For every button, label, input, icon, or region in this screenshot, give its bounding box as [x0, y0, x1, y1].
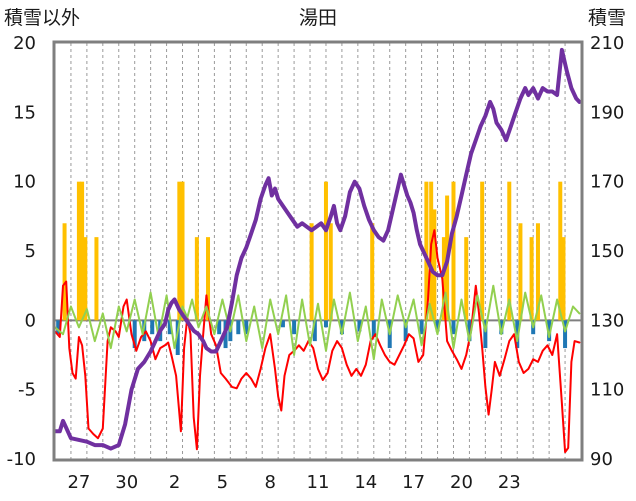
negative_bars-bar — [515, 320, 520, 349]
left-tick-label: -5 — [18, 380, 36, 401]
tick-labels: 20 15 10 5 0 -5 -10 210 190 170 150 130 110 90 27 30 2 5 8… — [7, 33, 625, 493]
precip_bars-bar — [432, 209, 437, 321]
negative_bars-bar — [419, 320, 424, 335]
precip_bars-bar — [424, 181, 429, 321]
negative_bars-bar — [236, 320, 241, 335]
x-tick-label: 17 — [402, 472, 425, 493]
negative_bars-bar — [132, 320, 137, 349]
precip_bars-bar — [177, 181, 182, 321]
snow_depth-line — [53, 47, 582, 451]
x-tick-label: 5 — [217, 472, 228, 493]
precip_bars-bar — [180, 181, 185, 321]
left-tick-label: 15 — [13, 102, 36, 123]
precip_bars-bar — [323, 181, 328, 321]
negative_bars-bar — [175, 320, 180, 355]
precip_bars-bar — [309, 223, 314, 321]
left-tick-label: 5 — [25, 241, 36, 262]
negative_bars-bar — [483, 320, 488, 349]
precip_bars-bar — [80, 181, 85, 321]
negative_bars-bar — [357, 320, 362, 332]
precip_bars-bar — [529, 237, 534, 321]
x-tick-label: 27 — [67, 472, 90, 493]
plot-frame — [52, 40, 584, 462]
right-tick-label: 150 — [590, 241, 624, 262]
precip_bars-bar — [535, 223, 540, 321]
negative_bars-bar — [312, 320, 317, 342]
precip_bars-bar — [328, 223, 333, 321]
right-tick-label: 190 — [590, 102, 624, 123]
x-tick-label: 20 — [450, 472, 473, 493]
negative_bars-bar — [435, 320, 440, 332]
left-tick-label: 20 — [13, 33, 36, 54]
negative_bars-bar — [292, 320, 297, 335]
right-tick-label: 170 — [590, 172, 624, 193]
negative_bars-bar — [244, 320, 249, 335]
bars-layer — [56, 181, 568, 355]
negative_bars-bar — [323, 320, 328, 328]
precip_bars-bar — [194, 237, 199, 321]
left-axis-title: 積雪以外 — [4, 7, 80, 29]
precip_bars-bar — [561, 237, 566, 321]
precip_bars-bar — [558, 181, 563, 321]
right-axis-title: 積雪 — [588, 7, 626, 29]
negative_bars-bar — [150, 320, 155, 335]
negative_bars-bar — [547, 320, 552, 342]
x-tick-label: 30 — [115, 472, 138, 493]
temperature-line — [54, 229, 581, 454]
left-tick-label: 10 — [13, 172, 36, 193]
precip_bars-bar — [83, 237, 88, 321]
precip_bars-bar — [206, 237, 211, 321]
x-tick-label: 2 — [169, 472, 180, 493]
x-tick-label: 8 — [264, 472, 275, 493]
precip_bars-bar — [518, 223, 523, 321]
series-lines — [53, 47, 582, 454]
right-tick-label: 130 — [590, 310, 624, 331]
precip_bars-bar — [507, 181, 512, 321]
x-tick-label: 23 — [498, 472, 521, 493]
negative_bars-bar — [499, 320, 504, 335]
chart-title: 湯田 — [299, 7, 337, 29]
left-tick-label: 0 — [25, 310, 36, 331]
precip_bars-bar — [62, 223, 67, 321]
negative_bars-bar — [280, 320, 285, 328]
right-tick-label: 210 — [590, 33, 624, 54]
right-tick-label: 90 — [590, 449, 613, 470]
right-tick-label: 110 — [590, 380, 624, 401]
precip_bars-bar — [480, 181, 485, 321]
negative_bars-bar — [563, 320, 568, 349]
left-tick-label: -10 — [7, 449, 36, 470]
negative_bars-bar — [56, 320, 61, 335]
negative_bars-bar — [339, 320, 344, 335]
x-tick-label: 14 — [354, 472, 377, 493]
negative_bars-bar — [217, 320, 222, 335]
precip_bars-bar — [370, 223, 375, 321]
precip_bars-bar — [441, 237, 446, 321]
negative_bars-bar — [467, 320, 472, 342]
precip_bars-bar — [451, 181, 456, 321]
precip_bars-bar — [464, 237, 469, 321]
vertical-gridlines — [55, 43, 581, 459]
precip_bars-bar — [94, 237, 99, 321]
negative_bars-bar — [451, 320, 456, 335]
x-tick-label: 11 — [307, 472, 330, 493]
negative_bars-bar — [167, 320, 172, 335]
negative_bars-bar — [403, 320, 408, 342]
precip_bars-bar — [76, 181, 81, 321]
wind-line — [54, 284, 581, 361]
negative_bars-bar — [371, 320, 376, 337]
